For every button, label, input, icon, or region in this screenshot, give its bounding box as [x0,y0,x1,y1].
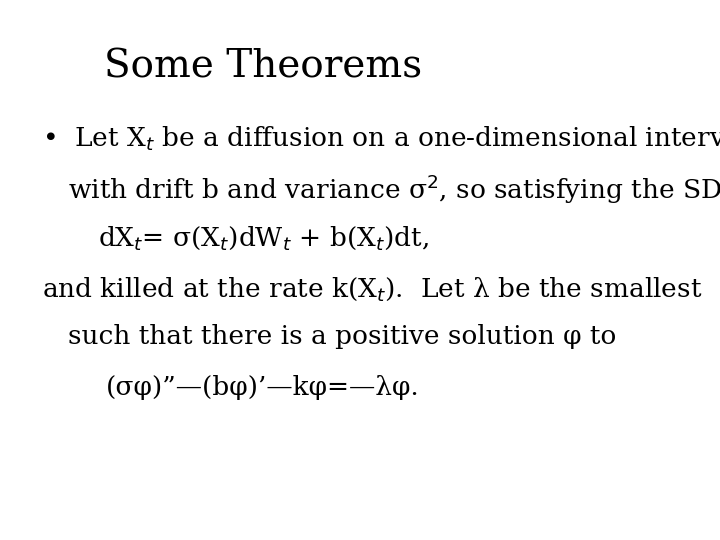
Text: (σφ)”—(bφ)’—kφ=—λφ.: (σφ)”—(bφ)’—kφ=—λφ. [106,375,420,400]
Text: •  Let X$_t$ be a diffusion on a one-dimensional interval: • Let X$_t$ be a diffusion on a one-dime… [42,124,720,153]
Text: with drift b and variance σ$^2$, so satisfying the SDE: with drift b and variance σ$^2$, so sati… [68,173,720,206]
Text: such that there is a positive solution φ to: such that there is a positive solution φ… [68,324,617,349]
Text: and killed at the rate k(X$_t$).  Let λ be the smallest: and killed at the rate k(X$_t$). Let λ b… [42,275,703,303]
Text: Some Theorems: Some Theorems [104,49,422,86]
Text: dX$_t$= σ(X$_t$)dW$_t$ + b(X$_t$)dt,: dX$_t$= σ(X$_t$)dW$_t$ + b(X$_t$)dt, [97,224,428,252]
